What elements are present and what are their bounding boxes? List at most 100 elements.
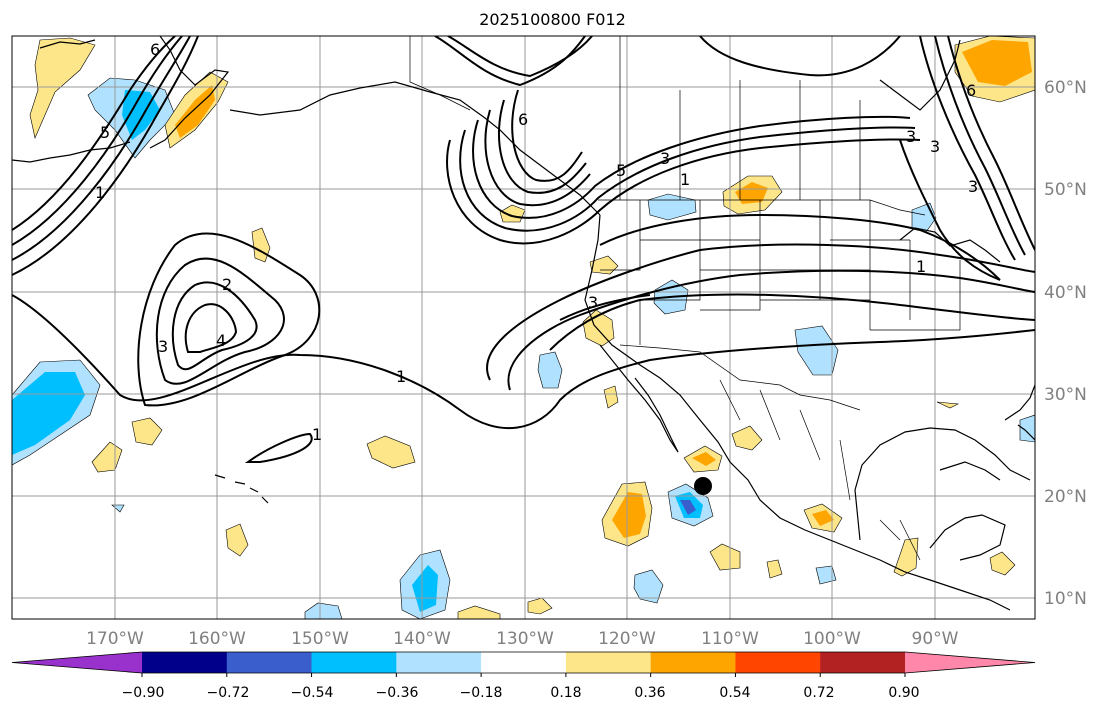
- shade-warm-region: [131, 417, 163, 446]
- shade-warm-region: [893, 537, 919, 577]
- baja-california: [599, 344, 679, 453]
- contour-line: [459, 126, 916, 232]
- contour-line: [507, 269, 1035, 391]
- colorbar-segment: [142, 652, 228, 673]
- contour-label: 1: [916, 257, 926, 276]
- contour-line: [559, 294, 651, 321]
- colorbar-segment: [226, 652, 313, 673]
- colorbar-tick-label: −0.54: [291, 685, 334, 701]
- island-chain: [12, 141, 131, 163]
- contour-line: [184, 303, 238, 353]
- lat-label: 10°N: [1044, 589, 1087, 609]
- florida: [1004, 384, 1035, 441]
- contour-label: 3: [660, 149, 670, 168]
- contour-line: [244, 432, 313, 463]
- shade-cool-region: [304, 602, 343, 619]
- contour-label: 6: [150, 40, 160, 59]
- us-mexico-border: [619, 344, 861, 411]
- cuba: [939, 461, 1001, 481]
- contour-label: 4: [216, 331, 226, 350]
- colorbar-tick-label: −0.72: [207, 685, 250, 701]
- colorbar-segment: [735, 652, 821, 673]
- contour-label: 3: [588, 293, 598, 312]
- contour-line: [497, 99, 587, 194]
- lon-label: 160°W: [188, 629, 246, 649]
- colorbar-segment: [481, 652, 567, 673]
- contour-label: 6: [518, 110, 528, 129]
- contour-line: [12, 36, 191, 261]
- colorbar-segment: [565, 652, 652, 673]
- contour-label: 1: [312, 425, 322, 444]
- lon-label: 140°W: [393, 629, 451, 649]
- contour-label: 1: [95, 183, 105, 202]
- contour-line: [171, 281, 258, 371]
- lat-label: 40°N: [1044, 283, 1087, 303]
- lat-label: 20°N: [1044, 487, 1087, 507]
- contour-line: [12, 36, 176, 231]
- colorbar-segment: [311, 652, 397, 673]
- lon-label: 90°W: [912, 629, 959, 649]
- contour-label: 5: [100, 123, 110, 142]
- location-marker: [694, 477, 712, 495]
- lon-label: 130°W: [496, 629, 554, 649]
- shade-cool-region: [537, 351, 563, 389]
- lon-label: 120°W: [598, 629, 656, 649]
- contour-line: [599, 213, 1001, 281]
- lon-label: 170°W: [86, 629, 144, 649]
- colorbar-tick-label: 0.54: [719, 685, 750, 701]
- contour-line: [447, 36, 593, 78]
- shade-warm-region: [527, 597, 553, 615]
- shade-cool-region: [1019, 414, 1035, 443]
- contour-label: 6: [966, 81, 976, 100]
- longitude-labels: 170°W 160°W 150°W 140°W 130°W 120°W 110°…: [86, 629, 959, 649]
- contour-line: [472, 115, 911, 219]
- shade-warm-region: [457, 605, 501, 619]
- shade-cool-region: [680, 500, 696, 515]
- shade-cool-region: [633, 569, 664, 604]
- state-lines: [600, 200, 961, 345]
- colorbar-tick-label: −0.36: [376, 685, 419, 701]
- gulf-of-alaska-coast: [229, 81, 601, 216]
- contour-line: [12, 36, 199, 276]
- contour-line: [699, 36, 901, 77]
- contour-line: [155, 257, 285, 385]
- map-title: 2025100800 F012: [479, 10, 626, 29]
- contour-line: [434, 36, 586, 87]
- contours: [12, 36, 1035, 463]
- alaska-canada-border: [409, 36, 471, 111]
- lat-label: 60°N: [1044, 78, 1087, 98]
- lon-label: 100°W: [803, 629, 861, 649]
- contour-line: [934, 36, 1026, 256]
- shade-warm-region: [692, 452, 716, 466]
- colorbar-tick-label: −0.90: [122, 685, 165, 701]
- contour-line: [549, 293, 1035, 351]
- lat-label: 50°N: [1044, 180, 1087, 200]
- shade-cool-region: [647, 193, 697, 221]
- map-frame: [11, 35, 1036, 620]
- shade-warm-region: [366, 435, 416, 469]
- shade-warm-region: [936, 401, 960, 409]
- colorbar-tick-label: −0.18: [460, 685, 503, 701]
- shade-warm-region: [735, 182, 768, 204]
- west-coast: [584, 214, 1011, 611]
- contour-label: 1: [396, 367, 406, 386]
- us-canada-border: [598, 199, 926, 216]
- colorbar-tick-label: 0.18: [550, 685, 581, 701]
- colorbar-tick-label: 0.36: [634, 685, 665, 701]
- shade-warm-region: [962, 40, 1032, 86]
- hudson-bay: [879, 39, 961, 111]
- shade-cool-region: [815, 565, 837, 585]
- colorbar-segment: [650, 652, 736, 673]
- contour-line: [947, 36, 1035, 251]
- lon-label: 110°W: [701, 629, 759, 649]
- colorbar-extension-low: [12, 652, 142, 673]
- contour-line: [899, 139, 1001, 281]
- contour-label-group: 1 5 6 2 3 4 1 1 6 5 3 1 3 3 3 3 6 1: [95, 40, 978, 444]
- contour-line: [12, 294, 1035, 430]
- yucatan: [929, 514, 1006, 561]
- colorbar-tick-label: 0.90: [888, 685, 919, 701]
- contour-line: [486, 243, 1035, 381]
- colorbar-segment: [820, 652, 906, 673]
- contour-line: [919, 36, 1016, 261]
